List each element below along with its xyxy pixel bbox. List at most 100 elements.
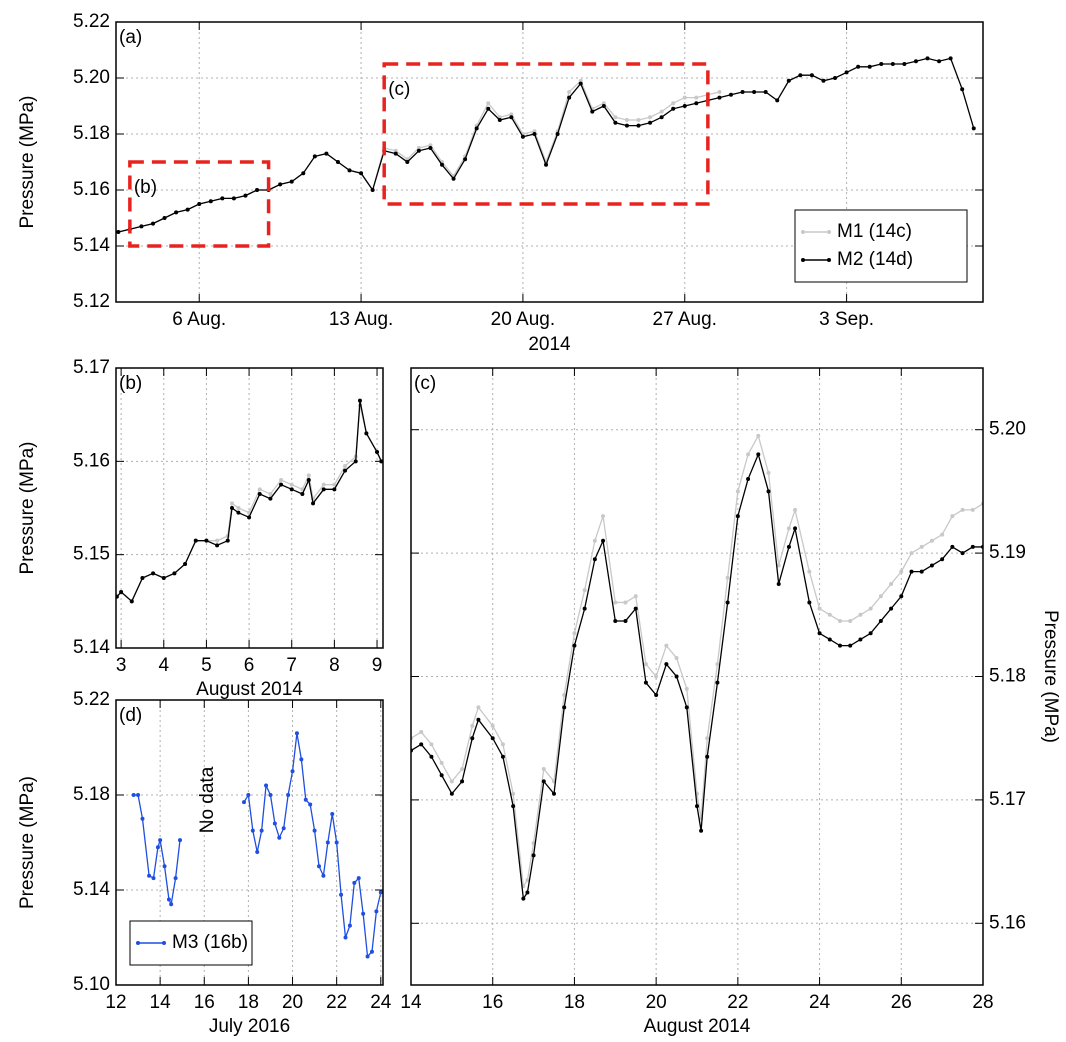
data-point xyxy=(725,575,730,580)
data-point xyxy=(162,216,167,220)
data-point xyxy=(246,793,251,797)
data-point xyxy=(359,171,364,176)
data-point xyxy=(312,828,317,833)
data-point xyxy=(694,95,699,100)
data-point xyxy=(937,59,942,64)
data-point xyxy=(555,132,560,136)
data-point xyxy=(899,594,904,599)
data-point xyxy=(970,544,975,549)
data-point xyxy=(715,662,720,667)
data-point xyxy=(590,109,595,114)
data-point xyxy=(177,838,182,843)
data-point xyxy=(343,935,348,940)
data-point xyxy=(562,705,567,710)
data-point xyxy=(613,115,618,120)
data-point xyxy=(613,600,618,605)
data-point xyxy=(343,464,348,468)
y-tick-label: 5.16 xyxy=(989,912,1026,933)
data-point xyxy=(521,896,526,901)
data-point xyxy=(948,56,953,61)
data-point xyxy=(601,514,606,519)
x-tick-label: 16 xyxy=(194,992,215,1013)
data-point xyxy=(671,101,676,106)
x-tick-label: 22 xyxy=(727,992,748,1013)
data-point xyxy=(807,600,812,605)
data-point xyxy=(756,433,761,438)
data-point xyxy=(308,802,313,807)
data-point xyxy=(809,73,814,78)
data-point xyxy=(674,674,679,679)
x-tick-label: 16 xyxy=(482,992,503,1013)
data-point xyxy=(183,562,188,566)
data-point xyxy=(601,104,606,108)
data-point xyxy=(131,793,136,797)
data-point xyxy=(289,179,294,184)
series-line xyxy=(411,434,983,889)
x-axis-label: 2014 xyxy=(528,334,571,355)
data-point xyxy=(419,730,424,735)
data-point xyxy=(364,431,369,436)
data-point xyxy=(365,954,370,959)
data-point xyxy=(746,452,751,457)
data-point xyxy=(925,56,930,61)
data-point xyxy=(971,126,976,131)
data-point xyxy=(525,890,530,895)
data-point xyxy=(532,132,537,136)
legend-box xyxy=(794,209,968,283)
y-axis-label: Pressure (MPa) xyxy=(17,441,38,574)
data-point xyxy=(197,202,202,206)
data-point xyxy=(230,501,235,506)
data-point xyxy=(909,551,914,556)
data-point xyxy=(449,779,454,784)
data-point xyxy=(317,864,322,869)
data-point xyxy=(277,835,282,840)
y-axis-label: Pressure (MPa) xyxy=(17,95,38,228)
data-point xyxy=(500,742,505,747)
data-point xyxy=(844,70,849,75)
data-point xyxy=(166,897,171,902)
x-tick-label: 18 xyxy=(238,992,259,1013)
data-point xyxy=(682,95,687,100)
data-point xyxy=(509,115,514,120)
data-point xyxy=(919,544,924,549)
data-point xyxy=(172,571,177,576)
data-point xyxy=(286,793,291,797)
data-point xyxy=(151,876,156,881)
data-point xyxy=(705,754,710,759)
data-point xyxy=(324,151,329,156)
data-point xyxy=(439,760,444,765)
data-point xyxy=(405,160,410,164)
data-point xyxy=(155,845,160,850)
data-point xyxy=(624,118,629,122)
x-tick-label: 6 Aug. xyxy=(172,309,226,330)
data-point xyxy=(878,618,883,623)
x-tick-label: 8 xyxy=(329,655,340,676)
data-point xyxy=(321,487,326,492)
data-point xyxy=(279,482,284,487)
data-point xyxy=(116,230,121,234)
y-tick-label: 5.14 xyxy=(73,235,110,256)
legend-marker xyxy=(827,230,831,234)
data-point xyxy=(624,123,629,128)
plot-area xyxy=(411,433,983,901)
data-point xyxy=(151,571,156,576)
x-tick-label: 27 Aug. xyxy=(653,309,717,330)
x-tick-label: 24 xyxy=(809,992,831,1013)
data-point xyxy=(592,538,597,543)
y-tick-label: 5.18 xyxy=(73,123,110,144)
data-point xyxy=(868,606,873,611)
data-point xyxy=(817,631,822,636)
data-point xyxy=(225,538,230,543)
data-point xyxy=(255,188,260,192)
y-tick-label: 5.12 xyxy=(73,291,110,312)
data-point xyxy=(353,459,358,464)
data-point xyxy=(476,705,481,710)
data-point xyxy=(848,643,853,648)
data-point xyxy=(659,115,664,120)
x-tick-label: 20 Aug. xyxy=(491,309,555,330)
data-point xyxy=(613,120,618,125)
data-point xyxy=(278,182,283,187)
x-tick-label: 12 xyxy=(105,992,126,1013)
data-point xyxy=(311,501,316,506)
